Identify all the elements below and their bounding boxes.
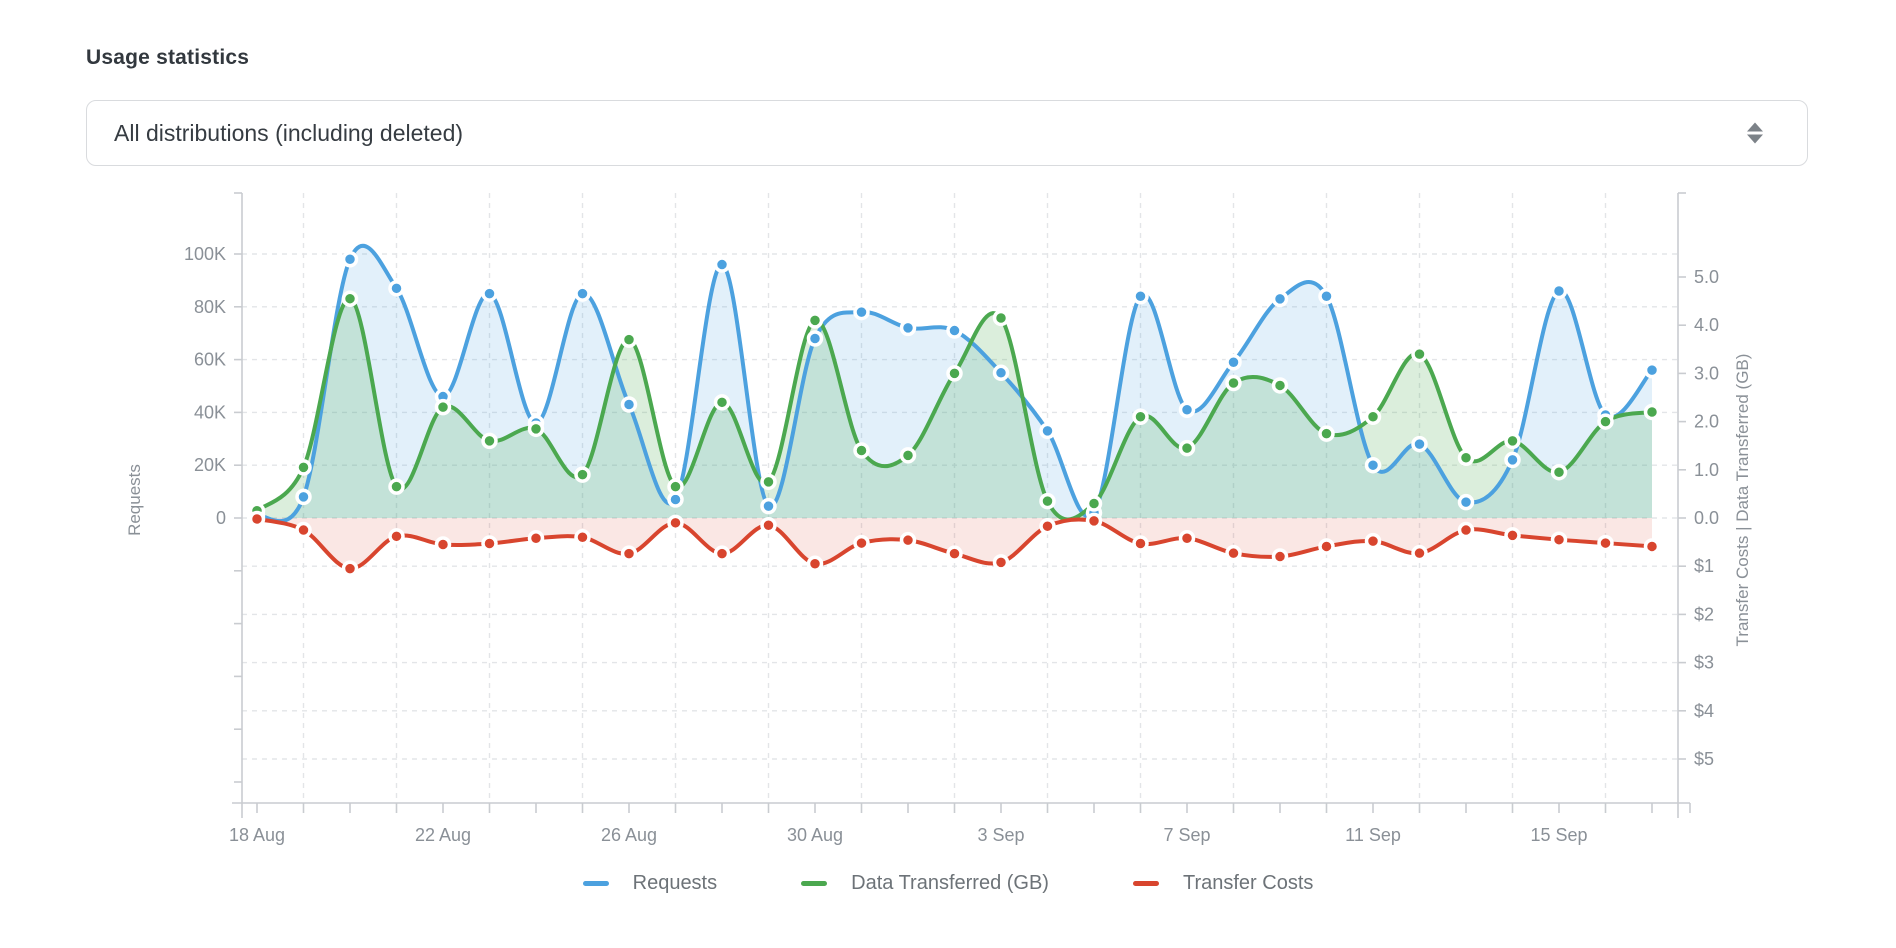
svg-text:4.0: 4.0 [1694,315,1719,335]
legend-item-data-transferred[interactable]: Data Transferred (GB) [801,872,1049,895]
requests-legend-label: Requests [632,872,718,894]
x-axis-ticks: 18 Aug 22 Aug 26 Aug 30 Aug 3 Sep 7 Sep 11 Sep… [229,803,1691,845]
svg-text:40K: 40K [194,402,226,422]
svg-text:18 Aug: 18 Aug [229,825,285,845]
data-transferred-area [257,298,1652,520]
svg-text:3.0: 3.0 [1694,363,1719,383]
transfer-costs-points [248,510,1661,577]
svg-text:11 Sep: 11 Sep [1345,825,1401,845]
svg-text:20K: 20K [194,455,226,475]
svg-text:26 Aug: 26 Aug [601,825,657,845]
distribution-select[interactable]: All distributions (including deleted) [86,100,1808,166]
svg-text:15 Sep: 15 Sep [1530,825,1587,845]
svg-text:22 Aug: 22 Aug [415,825,471,845]
left-axis-ticks: 0 20K 40K 60K 80K 100K [184,244,242,783]
legend-item-transfer-costs[interactable]: Transfer Costs [1132,872,1314,895]
svg-text:$5: $5 [1694,749,1714,769]
svg-text:$3: $3 [1694,653,1714,673]
svg-text:80K: 80K [194,297,226,317]
transfer-costs-legend-swatch [1132,881,1159,886]
requests-legend-swatch [582,881,609,886]
select-sorter-icon [1747,122,1763,144]
right-axis-ticks: 0.0 1.0 2.0 3.0 4.0 5.0 $1 $2 $3 $4 $5 [1678,267,1719,769]
svg-text:60K: 60K [194,350,226,370]
svg-text:$1: $1 [1694,556,1714,576]
svg-text:3 Sep: 3 Sep [977,825,1024,845]
svg-text:5.0: 5.0 [1694,267,1719,287]
axes [232,192,1690,818]
svg-text:2.0: 2.0 [1694,412,1719,432]
distribution-select-value: All distributions (including deleted) [114,119,464,146]
svg-text:0.0: 0.0 [1694,508,1719,528]
transfer-costs-legend-label: Transfer Costs [1182,872,1314,894]
svg-text:Transfer Costs | Data Transfer: Transfer Costs | Data Transferred (GB) [1733,354,1752,647]
svg-text:100K: 100K [184,244,226,264]
svg-text:30 Aug: 30 Aug [787,825,843,845]
svg-text:0: 0 [216,508,226,528]
svg-text:$2: $2 [1694,604,1714,624]
data-transferred-legend-swatch [801,881,828,886]
transfer-costs-area [257,518,1652,569]
axis-titles: Requests Transfer Costs | Data Transferre… [125,354,1752,647]
svg-text:Requests: Requests [125,464,144,536]
chart-legend: Requests Data Transferred (GB) Transfer … [0,872,1896,895]
page-title: Usage statistics [86,46,250,69]
svg-text:1.0: 1.0 [1694,460,1719,480]
legend-item-requests[interactable]: Requests [582,872,718,895]
svg-text:7 Sep: 7 Sep [1163,825,1210,845]
requests-area [257,245,1652,522]
data-transferred-legend-label: Data Transferred (GB) [851,872,1049,894]
svg-text:$4: $4 [1694,701,1714,721]
